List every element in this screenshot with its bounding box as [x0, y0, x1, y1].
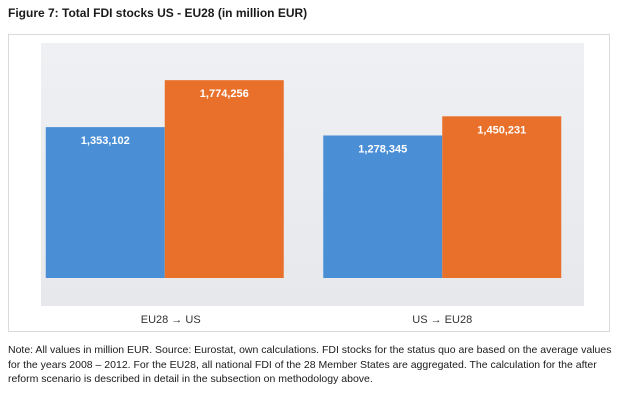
- category-tick-label: US → EU28: [412, 314, 472, 326]
- data-label: 1,774,256: [200, 88, 249, 100]
- figure-title: Figure 7: Total FDI stocks US - EU28 (in…: [8, 6, 308, 20]
- data-label: 1,353,102: [81, 135, 130, 147]
- category-tick-label: EU28 → US: [141, 314, 201, 326]
- data-label: 1,278,345: [358, 143, 407, 155]
- bar-chart: 1,353,102 1,774,256 EU28 → US 1,278,345 1,45…: [45, 80, 562, 326]
- data-label: 1,450,231: [477, 124, 526, 136]
- chart-container: 1,353,102 1,774,256 EU28 → US 1,278,345 1,45…: [8, 34, 610, 332]
- bar-after-reform-2: [442, 116, 562, 278]
- bar-status-quo-2: [323, 135, 443, 278]
- bar-after-reform-1: [164, 80, 284, 278]
- figure-note: Note: All values in million EUR. Source:…: [8, 344, 612, 385]
- bar-status-quo-1: [45, 127, 165, 279]
